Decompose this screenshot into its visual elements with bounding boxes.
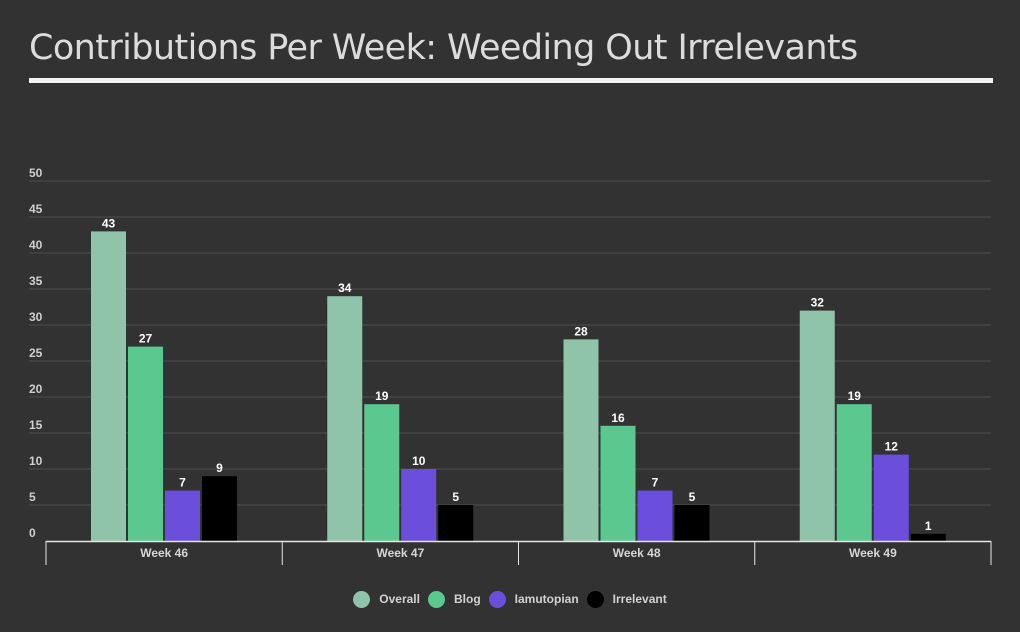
bar-iamutopian-week-48 bbox=[637, 490, 673, 541]
data-label: 7 bbox=[179, 476, 186, 490]
y-axis-tick-labels: 0 5 10 15 20 25 30 35 40 45 50 bbox=[29, 166, 43, 540]
bar-overall-week-49 bbox=[799, 310, 835, 541]
data-label: 27 bbox=[139, 332, 153, 346]
legend-label: Blog bbox=[453, 592, 481, 606]
y-tick-label: 15 bbox=[29, 418, 43, 432]
data-label: 32 bbox=[811, 296, 825, 310]
y-tick-label: 30 bbox=[29, 310, 43, 324]
data-label: 9 bbox=[216, 461, 223, 475]
bar-irrelevant-week-46 bbox=[202, 476, 237, 541]
bar-overall-week-47 bbox=[327, 296, 363, 541]
x-category-label: Week 47 bbox=[376, 546, 424, 560]
legend-swatch bbox=[586, 590, 604, 608]
data-label: 34 bbox=[338, 281, 352, 295]
data-label: 12 bbox=[885, 440, 899, 454]
data-label: 5 bbox=[452, 490, 459, 504]
data-label: 28 bbox=[574, 324, 588, 338]
bar-blog-week-46 bbox=[128, 346, 163, 541]
data-labels: 43 27 7 9 34 19 10 5 28 16 7 5 32 19 12 1 bbox=[102, 216, 932, 532]
data-label: 16 bbox=[611, 411, 625, 425]
data-label: 19 bbox=[375, 389, 389, 403]
bar-iamutopian-week-49 bbox=[873, 454, 909, 541]
x-category-label: Week 49 bbox=[849, 546, 897, 560]
y-tick-label: 0 bbox=[29, 526, 36, 540]
legend-item-irrelevant[interactable]: Irrelevant bbox=[586, 590, 667, 608]
data-label: 7 bbox=[652, 476, 659, 490]
y-tick-label: 50 bbox=[29, 166, 43, 180]
bar-irrelevant-week-48 bbox=[674, 505, 710, 541]
bar-irrelevant-week-47 bbox=[438, 505, 474, 541]
y-tick-label: 5 bbox=[29, 490, 36, 504]
x-category-label: Week 46 bbox=[140, 546, 188, 560]
title-underline bbox=[29, 78, 993, 83]
bar-overall-week-48 bbox=[563, 339, 599, 541]
legend-item-blog[interactable]: Blog bbox=[427, 590, 481, 608]
chart-title: Contributions Per Week: Weeding Out Irre… bbox=[29, 28, 858, 68]
x-axis: Week 46 Week 47 Week 48 Week 49 bbox=[45, 540, 992, 565]
y-tick-label: 20 bbox=[29, 382, 43, 396]
data-label: 5 bbox=[689, 490, 696, 504]
legend-swatch bbox=[353, 590, 371, 608]
bar-blog-week-49 bbox=[836, 404, 872, 541]
legend: Overall Blog Iamutopian Irrelevant bbox=[0, 588, 1020, 610]
legend-label: Irrelevant bbox=[612, 592, 667, 606]
data-label: 1 bbox=[925, 519, 932, 533]
bars bbox=[91, 231, 946, 541]
y-tick-label: 25 bbox=[29, 346, 43, 360]
y-tick-label: 40 bbox=[29, 238, 43, 252]
bar-irrelevant-week-49 bbox=[910, 533, 946, 541]
data-label: 10 bbox=[412, 454, 426, 468]
data-label: 43 bbox=[102, 216, 116, 230]
y-tick-label: 10 bbox=[29, 454, 43, 468]
legend-swatch bbox=[427, 590, 445, 608]
bar-overall-week-46 bbox=[91, 231, 126, 541]
legend-item-overall[interactable]: Overall bbox=[353, 590, 420, 608]
y-tick-label: 35 bbox=[29, 274, 43, 288]
bar-blog-week-48 bbox=[600, 425, 636, 541]
x-category-label: Week 48 bbox=[613, 546, 661, 560]
data-label: 19 bbox=[848, 389, 862, 403]
legend-swatch bbox=[488, 590, 506, 608]
legend-item-iamutopian[interactable]: Iamutopian bbox=[488, 590, 579, 608]
legend-label: Iamutopian bbox=[514, 592, 579, 606]
bar-blog-week-47 bbox=[364, 404, 400, 541]
bar-iamutopian-week-46 bbox=[165, 490, 200, 541]
legend-label: Overall bbox=[379, 592, 420, 606]
y-tick-label: 45 bbox=[29, 202, 43, 216]
bar-iamutopian-week-47 bbox=[401, 469, 437, 541]
